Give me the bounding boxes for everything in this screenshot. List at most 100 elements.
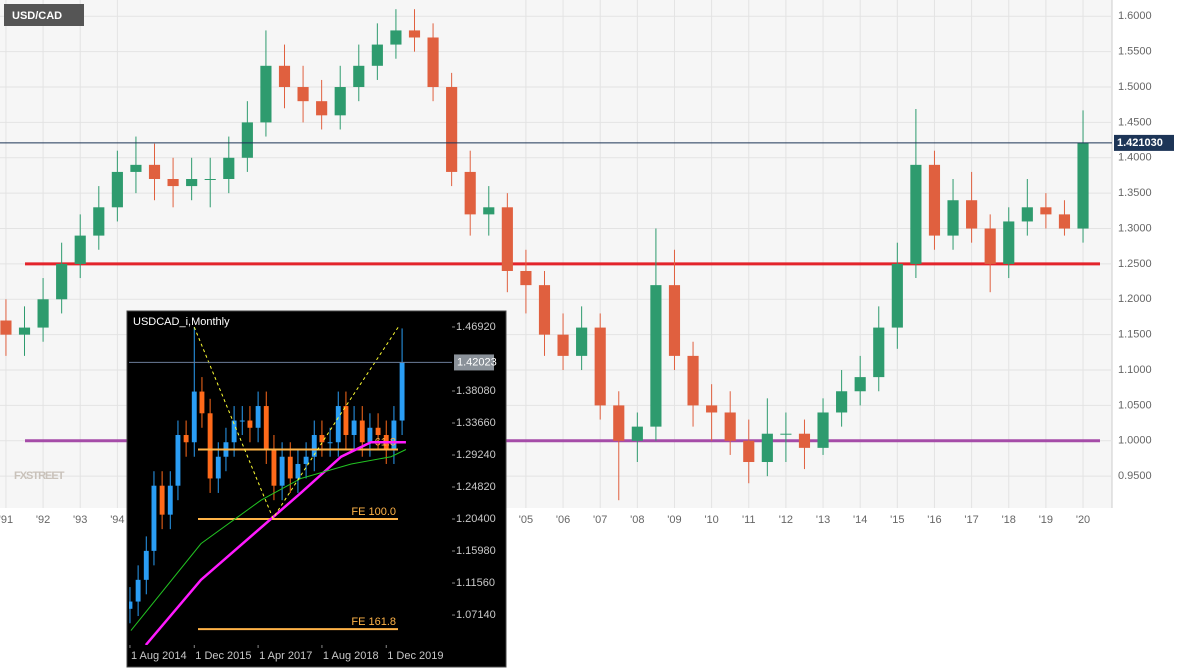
moving-average <box>144 441 406 645</box>
candle-body <box>375 427 381 436</box>
candle-body <box>93 207 105 236</box>
candle-body <box>351 420 357 436</box>
y-tick-label: 1.1500 <box>1118 329 1152 341</box>
x-tick-label: '13 <box>816 514 830 526</box>
inset-panel <box>126 310 507 668</box>
candle-body <box>263 406 269 450</box>
fibonacci-label: FE 100.0 <box>351 506 396 518</box>
x-tick-label: '14 <box>853 514 867 526</box>
x-tick-label: '10 <box>704 514 718 526</box>
candle-body <box>390 30 402 45</box>
candle-body <box>135 579 141 602</box>
x-tick-label: '17 <box>964 514 978 526</box>
candle-body <box>391 420 397 450</box>
candle-body <box>204 179 216 181</box>
candle-body <box>255 406 261 428</box>
candle-body <box>279 456 285 486</box>
y-tick-label: 1.46920 <box>456 321 496 333</box>
candle-body <box>761 433 773 463</box>
x-tick-label: 1 Dec 2015 <box>195 650 251 662</box>
y-tick-label: 1.15980 <box>456 545 496 557</box>
candle-body <box>1003 221 1015 264</box>
y-tick-label: 1.2500 <box>1118 258 1152 270</box>
fibonacci-label: FE 161.8 <box>351 616 396 628</box>
candle-body <box>37 299 49 328</box>
x-tick-label: '11 <box>742 514 756 526</box>
x-tick-label: '05 <box>519 514 533 526</box>
candle-body <box>650 285 662 427</box>
candle-body <box>873 327 885 378</box>
candle-body <box>538 285 551 335</box>
y-tick-label: 1.6000 <box>1118 10 1152 22</box>
x-tick-label: '20 <box>1076 514 1090 526</box>
candle-body <box>427 37 439 88</box>
candle-body <box>687 355 699 406</box>
candle-body <box>557 334 569 356</box>
candle-body <box>316 101 328 116</box>
y-tick-label: 1.3000 <box>1118 222 1152 234</box>
candle-body <box>247 420 253 428</box>
candle-body <box>207 413 213 479</box>
candle-body <box>278 65 291 88</box>
candle-body <box>129 601 133 609</box>
candle-body <box>408 30 421 38</box>
candle-body <box>239 420 245 422</box>
candle-body <box>335 406 341 443</box>
candle-body <box>817 412 829 448</box>
candle-body <box>18 327 31 335</box>
candle-body <box>371 44 383 66</box>
x-tick-label: '06 <box>556 514 570 526</box>
x-tick-label: '08 <box>630 514 644 526</box>
x-tick-label: 1 Apr 2017 <box>259 650 312 662</box>
candle-body <box>501 207 513 271</box>
candle-body <box>167 485 173 515</box>
candle-body <box>287 456 293 479</box>
candle-body <box>215 456 221 479</box>
candle-body <box>1058 214 1071 229</box>
last-price-box <box>454 354 494 371</box>
zigzag <box>193 326 399 520</box>
candle-body <box>836 391 848 413</box>
x-tick-label: '94 <box>110 514 124 526</box>
moving-average <box>130 449 407 631</box>
y-tick-label: 1.5500 <box>1118 46 1152 58</box>
x-tick-label: '07 <box>593 514 607 526</box>
candle-body <box>74 235 86 264</box>
candle-body <box>706 405 718 413</box>
candle-body <box>1021 207 1033 222</box>
y-tick-label: 1.07140 <box>456 609 496 621</box>
x-tick-label: '16 <box>927 514 941 526</box>
x-tick-label: '93 <box>73 514 87 526</box>
candle-body <box>520 270 532 286</box>
candle-body <box>295 463 301 479</box>
candle-body <box>130 164 142 172</box>
candle-body <box>1077 142 1089 229</box>
last-price-label: 1.42023 <box>457 356 497 368</box>
y-tick-label: 1.11560 <box>456 577 495 589</box>
candle-body <box>891 263 903 328</box>
candle-body <box>167 179 179 187</box>
y-tick-label: 0.9500 <box>1118 470 1152 482</box>
candle-body <box>271 449 277 486</box>
candle-body <box>260 65 272 123</box>
candle-body <box>319 435 325 443</box>
candle-body <box>613 405 625 441</box>
candle-body <box>631 426 643 441</box>
candle-body <box>334 87 346 116</box>
y-tick-label: 1.33660 <box>456 417 496 429</box>
candle-body <box>111 171 123 208</box>
y-tick-label: 1.4000 <box>1118 152 1152 164</box>
candle-body <box>231 420 237 443</box>
y-tick-label: 1.24820 <box>456 481 496 493</box>
y-tick-label: 1.2000 <box>1118 293 1152 305</box>
chart-title: USDCAD_i,Monthly <box>133 316 230 328</box>
candle-body <box>191 391 197 443</box>
candle-body <box>984 228 996 264</box>
candle-body <box>668 285 681 356</box>
candle-body <box>241 122 253 158</box>
candle-body <box>311 435 317 457</box>
chart-title: USD/CAD <box>12 10 62 22</box>
last-price-box <box>1114 134 1174 151</box>
